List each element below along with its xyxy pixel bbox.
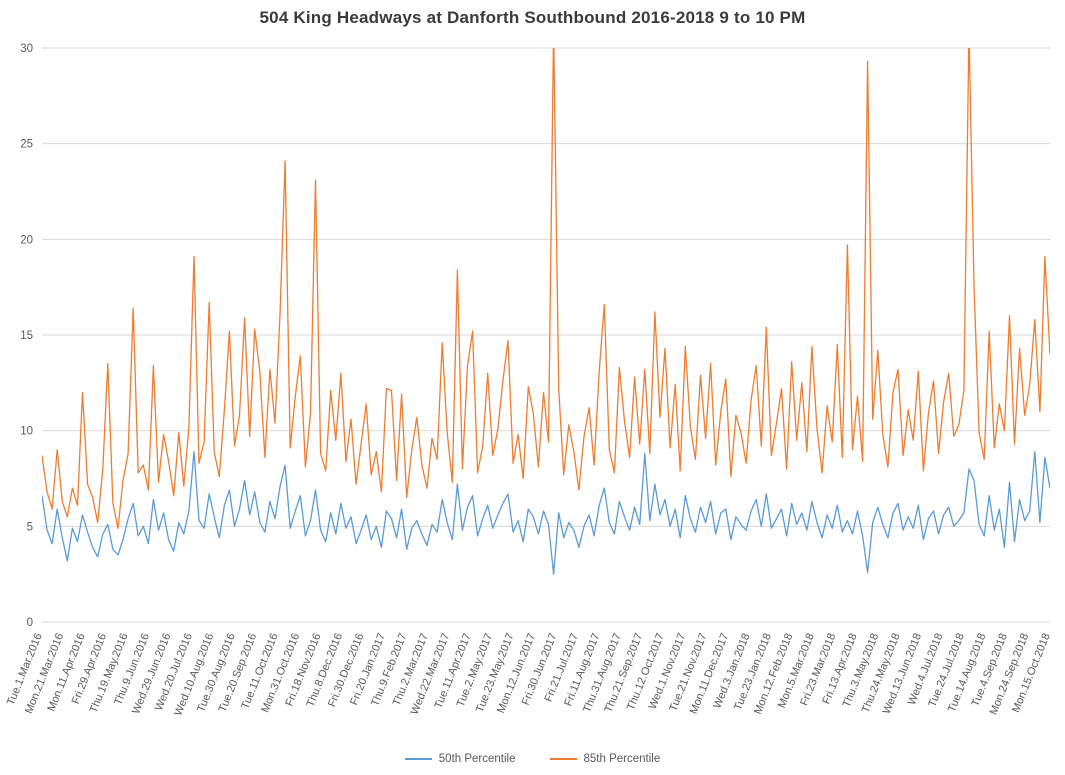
series-line-50th-percentile [42,451,1050,575]
legend-item-50th-percentile: 50th Percentile [404,753,516,765]
y-axis-label: 15 [20,330,33,342]
y-axis-label: 10 [20,426,33,438]
chart-legend: 50th Percentile 85th Percentile [0,753,1065,765]
legend-line-sample-orange [549,758,577,760]
legend-label: 50th Percentile [438,753,516,765]
y-axis-label: 0 [27,617,33,629]
legend-item-85th-percentile: 85th Percentile [549,753,661,765]
chart-title: 504 King Headways at Danforth Southbound… [259,8,806,27]
series-line-85th-percentile [42,48,1050,529]
legend-line-sample-blue [404,758,432,760]
y-axis-label: 30 [20,43,33,55]
y-axis-label: 5 [27,521,33,533]
legend-label: 85th Percentile [583,753,661,765]
y-axis-label: 25 [20,139,33,151]
y-axis-label: 20 [20,234,33,246]
